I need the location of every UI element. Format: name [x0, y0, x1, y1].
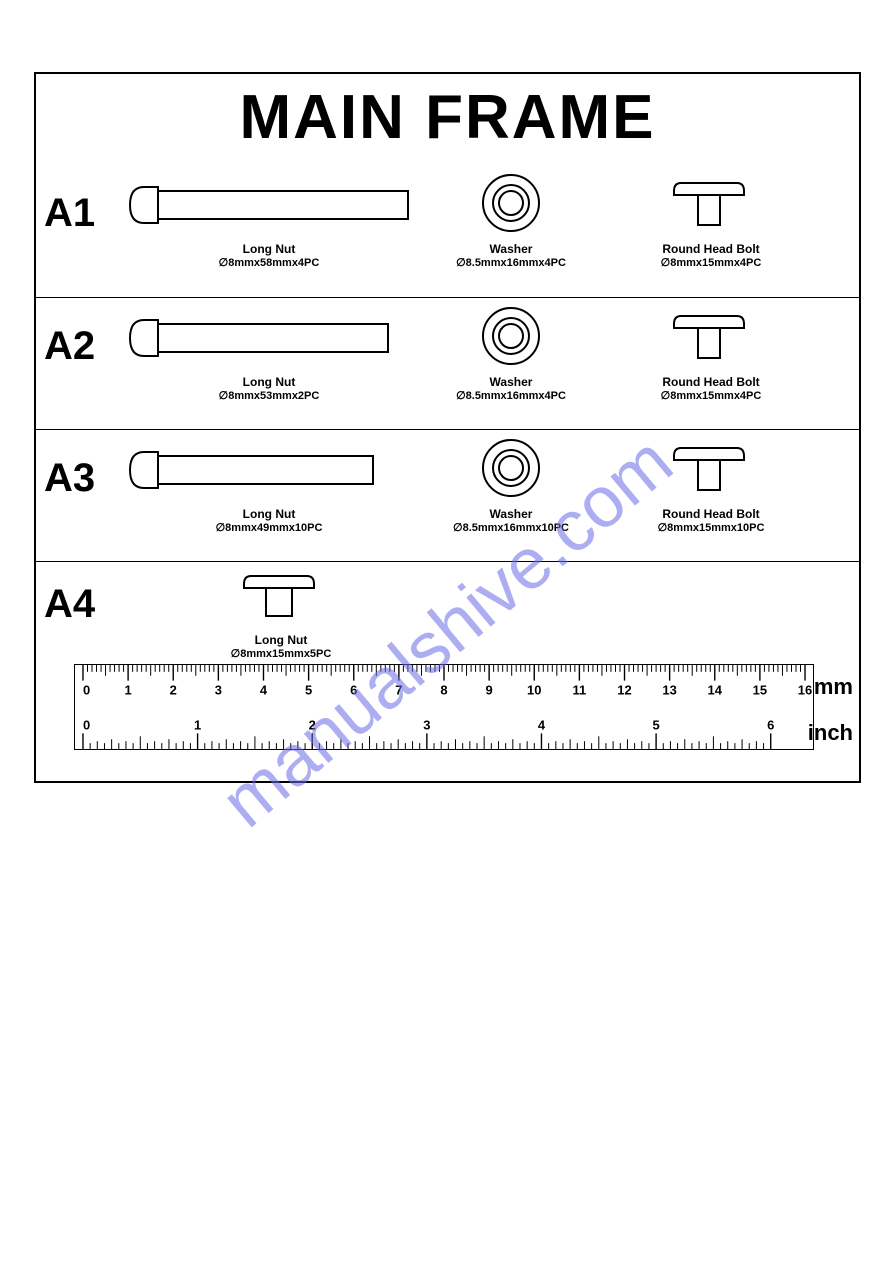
washer-spec: ∅8.5mmx16mmx10PC — [436, 521, 586, 534]
long-nut-label: Long Nut — [124, 507, 414, 521]
bolt-spec: ∅8mmx15mmx4PC — [626, 389, 796, 402]
bolt-label: Round Head Bolt — [626, 375, 796, 389]
washer-label: Washer — [436, 507, 586, 521]
item-long-nut: Long Nut ∅8mmx53mmx2PC — [124, 308, 414, 402]
washer-label: Washer — [436, 242, 586, 256]
page-title: MAIN FRAME — [36, 82, 859, 153]
svg-text:10: 10 — [527, 682, 541, 697]
bolt-icon — [626, 175, 796, 235]
washer-spec: ∅8.5mmx16mmx4PC — [436, 256, 586, 269]
long-nut-icon — [124, 308, 414, 368]
row-a3: A3 Long Nut ∅8mmx49mmx10PC Washer ∅8.5mm… — [36, 429, 859, 561]
svg-text:14: 14 — [708, 682, 723, 697]
svg-text:5: 5 — [305, 682, 312, 697]
svg-text:6: 6 — [767, 718, 774, 733]
svg-text:16: 16 — [798, 682, 812, 697]
row-label: A4 — [44, 582, 95, 627]
row-label: A3 — [44, 456, 95, 501]
svg-text:6: 6 — [350, 682, 357, 697]
bolt-label: Round Head Bolt — [626, 507, 796, 521]
svg-text:8: 8 — [440, 682, 447, 697]
svg-text:3: 3 — [423, 718, 430, 733]
ruler-icon: 0123456789101112131415160123456 — [74, 664, 814, 750]
svg-text:7: 7 — [395, 682, 402, 697]
item-washer: Washer ∅8.5mmx16mmx10PC — [436, 436, 586, 534]
long-nut-icon — [124, 175, 414, 235]
short-nut-label: Long Nut — [196, 633, 366, 647]
svg-text:13: 13 — [662, 682, 676, 697]
item-bolt: Round Head Bolt ∅8mmx15mmx4PC — [626, 308, 796, 402]
row-a2: A2 Long Nut ∅8mmx53mmx2PC Washer ∅8.5mmx… — [36, 297, 859, 429]
washer-label: Washer — [436, 375, 586, 389]
long-nut-spec: ∅8mmx53mmx2PC — [124, 389, 414, 402]
item-bolt: Round Head Bolt ∅8mmx15mmx10PC — [626, 440, 796, 534]
item-washer: Washer ∅8.5mmx16mmx4PC — [436, 171, 586, 269]
svg-text:1: 1 — [194, 718, 201, 733]
svg-text:2: 2 — [309, 718, 316, 733]
row-label: A1 — [44, 191, 95, 236]
svg-text:5: 5 — [652, 718, 659, 733]
row-a4: A4 Long Nut ∅8mmx15mmx5PC 01234567891011… — [36, 561, 859, 781]
item-short-nut: Long Nut ∅8mmx15mmx5PC — [196, 568, 366, 660]
svg-text:12: 12 — [617, 682, 631, 697]
bolt-icon — [626, 440, 796, 500]
short-nut-icon — [196, 568, 366, 626]
item-washer: Washer ∅8.5mmx16mmx4PC — [436, 304, 586, 402]
item-long-nut: Long Nut ∅8mmx49mmx10PC — [124, 440, 414, 534]
long-nut-spec: ∅8mmx58mmx4PC — [124, 256, 414, 269]
washer-icon — [436, 436, 586, 500]
short-nut-spec: ∅8mmx15mmx5PC — [196, 647, 366, 660]
bolt-spec: ∅8mmx15mmx10PC — [626, 521, 796, 534]
svg-text:3: 3 — [215, 682, 222, 697]
washer-spec: ∅8.5mmx16mmx4PC — [436, 389, 586, 402]
row-label: A2 — [44, 324, 95, 369]
svg-text:2: 2 — [170, 682, 177, 697]
svg-text:4: 4 — [538, 718, 546, 733]
main-frame-box: MAIN FRAME A1 Long Nut ∅8mmx58mmx4PC Was… — [34, 72, 861, 783]
long-nut-label: Long Nut — [124, 242, 414, 256]
svg-text:9: 9 — [486, 682, 493, 697]
svg-text:0: 0 — [83, 718, 90, 733]
washer-icon — [436, 304, 586, 368]
long-nut-spec: ∅8mmx49mmx10PC — [124, 521, 414, 534]
bolt-label: Round Head Bolt — [626, 242, 796, 256]
ruler-mm-label: mm — [814, 674, 853, 700]
svg-text:11: 11 — [573, 682, 587, 697]
bolt-icon — [626, 308, 796, 368]
item-long-nut: Long Nut ∅8mmx58mmx4PC — [124, 175, 414, 269]
title-row: MAIN FRAME — [36, 74, 859, 165]
ruler-inch-label: inch — [808, 720, 853, 746]
svg-text:4: 4 — [260, 682, 268, 697]
svg-text:1: 1 — [124, 682, 131, 697]
long-nut-icon — [124, 440, 414, 500]
washer-icon — [436, 171, 586, 235]
svg-text:15: 15 — [753, 682, 767, 697]
long-nut-label: Long Nut — [124, 375, 414, 389]
row-a1: A1 Long Nut ∅8mmx58mmx4PC Washer ∅8.5mmx… — [36, 165, 859, 297]
svg-text:0: 0 — [83, 682, 90, 697]
item-bolt: Round Head Bolt ∅8mmx15mmx4PC — [626, 175, 796, 269]
bolt-spec: ∅8mmx15mmx4PC — [626, 256, 796, 269]
